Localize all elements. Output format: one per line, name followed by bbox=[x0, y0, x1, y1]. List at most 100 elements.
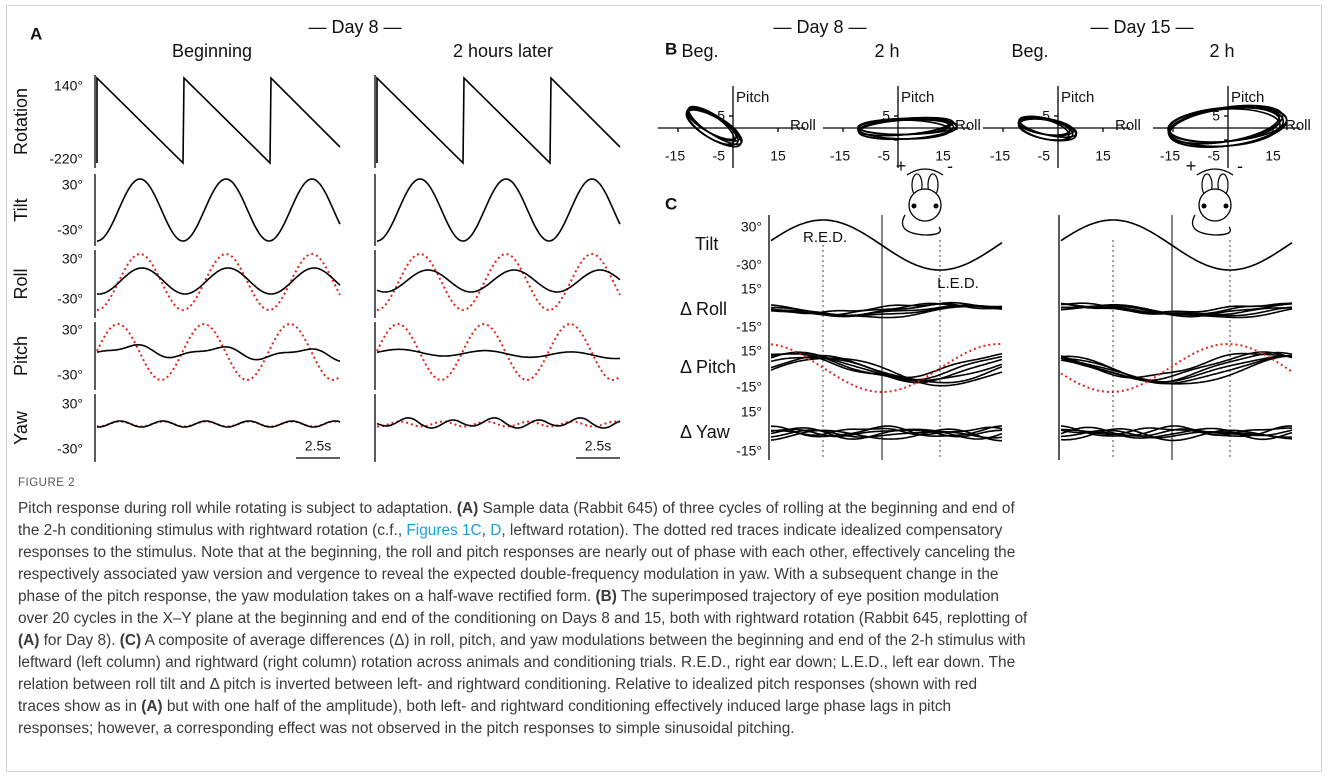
caption-text: The superimposed trajectory of eye posit… bbox=[617, 588, 999, 605]
trace bbox=[96, 178, 341, 242]
plot-title: Beg. bbox=[681, 41, 718, 61]
plot-title: Beg. bbox=[1011, 41, 1048, 61]
column-title: Beginning bbox=[172, 41, 252, 61]
trajectory bbox=[1167, 106, 1281, 144]
trace bbox=[1060, 355, 1293, 383]
caption-line: Pitch response during roll while rotatin… bbox=[18, 500, 1015, 517]
caption-link[interactable]: D bbox=[490, 522, 501, 539]
panel-label: B bbox=[665, 39, 677, 58]
trace bbox=[96, 344, 341, 362]
caption-text: (A) bbox=[18, 632, 39, 649]
icon-arrow bbox=[901, 214, 942, 236]
trace bbox=[96, 322, 341, 382]
caption-text: responses to the stimulus. Note that at … bbox=[18, 544, 1015, 561]
trace bbox=[1060, 352, 1293, 379]
caption-text: A composite of average differences (Δ) i… bbox=[141, 632, 1025, 649]
axis-label: Roll bbox=[1115, 117, 1141, 134]
trace bbox=[1060, 219, 1293, 271]
trace bbox=[1060, 354, 1292, 385]
icon-eye bbox=[1201, 203, 1207, 209]
caption-text: respectively associated yaw version and … bbox=[18, 566, 998, 583]
row-label: Tilt bbox=[695, 234, 718, 254]
panel-label: A bbox=[30, 24, 42, 43]
caption-line: phase of the pitch response, the yaw mod… bbox=[18, 588, 999, 605]
icon-arrow bbox=[1191, 214, 1232, 236]
trace bbox=[770, 356, 1003, 382]
axis-label: Pitch bbox=[901, 89, 934, 106]
tick-label: 5 bbox=[1042, 108, 1050, 124]
trace bbox=[770, 429, 1003, 439]
tick-label: 30° bbox=[62, 322, 83, 338]
panel-title: — Day 8 — bbox=[773, 17, 866, 37]
axis-label: Roll bbox=[1285, 117, 1311, 134]
tick-label: 30° bbox=[62, 251, 83, 267]
scale-label: 2.5s bbox=[305, 438, 331, 454]
trace bbox=[376, 348, 621, 360]
tick-label: 5 bbox=[882, 108, 890, 124]
tick-label: -15° bbox=[736, 443, 762, 459]
tick-label: 15 bbox=[770, 148, 786, 164]
row-label: Tilt bbox=[11, 198, 31, 221]
column-title: 2 hours later bbox=[453, 41, 553, 61]
row-label: Roll bbox=[11, 268, 31, 299]
tick-label: -5 bbox=[1208, 148, 1221, 164]
trace bbox=[376, 420, 621, 428]
trace bbox=[770, 427, 1003, 440]
trace bbox=[376, 178, 621, 242]
axis-label: Pitch bbox=[736, 89, 769, 106]
tick-label: 30° bbox=[62, 177, 83, 193]
row-label: Δ Pitch bbox=[680, 357, 736, 377]
caption-text: but with one half of the amplitude), bot… bbox=[163, 698, 952, 715]
caption-line: (A) for Day 8). (C) A composite of avera… bbox=[18, 632, 1026, 649]
caption-text: (A) bbox=[141, 698, 162, 715]
trajectory bbox=[857, 117, 951, 136]
trace bbox=[1060, 426, 1293, 441]
caption-text: over 20 cycles in the X–Y plane at the b… bbox=[18, 610, 1028, 627]
tick-label: 15° bbox=[741, 404, 762, 420]
tick-label: -5 bbox=[878, 148, 891, 164]
tick-label: -30° bbox=[57, 441, 83, 457]
tick-label: -30° bbox=[57, 367, 83, 383]
trace bbox=[1060, 429, 1293, 439]
tick-label: 30° bbox=[62, 396, 83, 412]
caption-text: traces show as in bbox=[18, 698, 141, 715]
caption-text: Sample data (Rabbit 645) of three cycles… bbox=[478, 500, 1015, 517]
caption-text: (A) bbox=[457, 500, 478, 517]
tick-label: -30° bbox=[57, 291, 83, 307]
tick-label: -15° bbox=[736, 379, 762, 395]
tick-label: 15° bbox=[741, 343, 762, 359]
annotation: L.E.D. bbox=[937, 275, 979, 292]
tick-label: 5 bbox=[1212, 108, 1220, 124]
icon-sign: + bbox=[896, 156, 907, 176]
caption-text: the 2-h conditioning stimulus with right… bbox=[18, 522, 406, 539]
tick-label: 5 bbox=[717, 108, 725, 124]
caption-line: leftward (left column) and rightward (ri… bbox=[18, 654, 1015, 671]
trace bbox=[1060, 304, 1293, 319]
caption-line: traces show as in (A) but with one half … bbox=[18, 698, 951, 715]
caption-text: for Day 8). bbox=[39, 632, 119, 649]
tick-label: -220° bbox=[49, 151, 83, 167]
trajectory bbox=[1018, 115, 1071, 137]
icon-sign: - bbox=[1237, 156, 1243, 176]
trace bbox=[96, 420, 341, 428]
row-label: Yaw bbox=[11, 410, 31, 445]
caption-text: , bbox=[482, 522, 491, 539]
row-label: Δ Roll bbox=[680, 299, 727, 319]
caption-link[interactable]: Figures 1C bbox=[406, 522, 481, 539]
trace bbox=[1060, 343, 1293, 393]
trace bbox=[770, 343, 1003, 393]
caption-line: responses; however, a corresponding effe… bbox=[18, 720, 795, 737]
trace bbox=[1060, 351, 1293, 384]
tick-label: -15 bbox=[665, 148, 685, 164]
tick-label: 15 bbox=[1265, 148, 1281, 164]
plot-title: 2 h bbox=[1209, 41, 1234, 61]
tick-label: 140° bbox=[54, 78, 83, 94]
tick-label: -15° bbox=[736, 319, 762, 335]
trace bbox=[770, 428, 1002, 442]
icon-sign: - bbox=[947, 156, 953, 176]
annotation: R.E.D. bbox=[803, 229, 847, 246]
axis-label: Pitch bbox=[1231, 89, 1264, 106]
figure-content: A — Day 8 — Beginning 2 hours later Rotation… bbox=[11, 17, 1311, 737]
tick-label: 15 bbox=[935, 148, 951, 164]
trace bbox=[96, 252, 341, 312]
